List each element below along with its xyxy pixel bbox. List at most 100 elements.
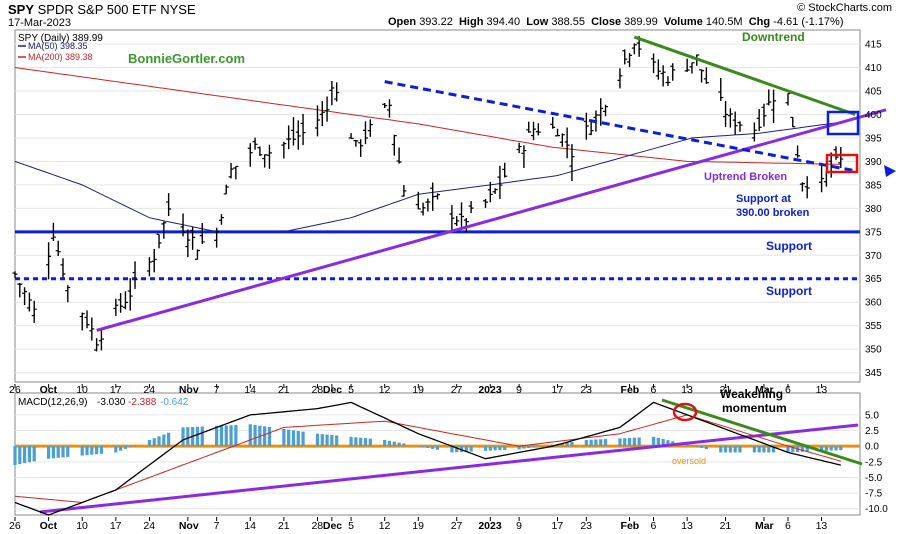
macd-histogram-bar	[90, 446, 94, 455]
macd-histogram-bar	[522, 446, 526, 449]
macd-legend-signal: -2.388	[128, 397, 157, 408]
macd-histogram-bar	[18, 446, 22, 465]
x-tick-label: Nov	[179, 520, 199, 532]
ohlc-bar	[262, 154, 268, 168]
ohlc-bar	[65, 285, 71, 303]
ohlc-bar	[17, 282, 23, 298]
brand-label: BonnieGortler.com	[128, 51, 245, 66]
macd-histogram-bar	[229, 425, 233, 447]
x-tick-label: 26	[9, 384, 21, 396]
macd-histogram-bar	[800, 446, 804, 452]
price-tick-label: 400	[865, 110, 882, 121]
ohlc-bar	[516, 142, 522, 154]
ohlc-bar	[12, 271, 18, 278]
ohlc-bar	[180, 213, 186, 237]
macd-tick-label: -7.5	[865, 489, 883, 500]
ohlc-bar	[430, 182, 436, 211]
ohlc-bar	[569, 144, 575, 181]
macd-histogram-bar	[397, 442, 401, 447]
ohlc-bar	[252, 137, 258, 150]
macd-histogram-bar	[435, 446, 440, 450]
ohlc-bar	[497, 165, 503, 199]
ohlc-bar	[319, 101, 325, 127]
x-tick-label: 12	[379, 520, 391, 532]
x-tick-label: Feb	[621, 520, 640, 532]
ohlc-bar	[819, 165, 825, 193]
x-tick-label: 21	[720, 384, 732, 396]
ohlc-bar	[286, 125, 292, 150]
x-tick-label: 24	[143, 384, 155, 396]
x-tick-label: 7	[214, 520, 220, 532]
ohlc-bar	[435, 193, 440, 200]
ohlc-bar	[295, 120, 301, 150]
ohlc-bar	[290, 117, 296, 146]
ohlc-bar	[386, 99, 392, 118]
macd-tick-label: -2.5	[865, 457, 883, 468]
ma50-line	[14, 121, 841, 233]
macd-histogram-bar	[296, 430, 300, 447]
ohlc-bar	[622, 49, 628, 65]
macd-histogram-bar	[152, 438, 156, 447]
macd-histogram-bar	[685, 444, 689, 447]
ohlc-bar	[718, 78, 724, 102]
macd-panel-frame	[14, 392, 861, 516]
ohlc-bar	[627, 53, 633, 67]
chart-date: 17-Mar-2023	[8, 17, 71, 29]
macd-histogram-bar	[603, 439, 608, 447]
macd-histogram-bar	[186, 427, 190, 447]
x-tick-label: 6	[651, 520, 657, 532]
macd-legend-macd: -3.030	[97, 397, 126, 408]
volume-label: Volume	[663, 16, 703, 28]
ohlc-bar	[113, 298, 119, 316]
downtrend-label: Downtrend	[742, 30, 805, 44]
x-tick-label: 2023	[478, 520, 502, 532]
ohlc-bar	[166, 193, 172, 217]
x-tick-label: 21	[278, 520, 290, 532]
ohlc-bar	[31, 300, 37, 323]
high-label: High	[458, 16, 484, 28]
macd-histogram-bar	[27, 446, 32, 463]
ohlc-bar	[737, 121, 743, 132]
macd-histogram-bar	[133, 445, 137, 447]
macd-histogram-bar	[757, 446, 761, 453]
macd-histogram-bar	[421, 446, 425, 448]
uptrend-line	[96, 108, 887, 332]
ohlc-bar	[46, 242, 52, 280]
price-tick-label: 350	[865, 345, 882, 356]
macd-histogram-bar	[632, 437, 636, 447]
momentum-label: momentum	[722, 401, 787, 415]
price-tick-label: 360	[865, 298, 882, 309]
ohlc-bar	[415, 191, 421, 210]
ohlc-bar	[804, 176, 810, 199]
ohlc-bar	[247, 143, 253, 167]
macd-histogram-bar	[426, 446, 430, 448]
ohlc-bar	[699, 69, 705, 83]
price-tick-label: 380	[865, 204, 882, 215]
macd-histogram-bar	[23, 446, 27, 464]
ohlc-bar	[156, 233, 162, 249]
legend-ma50: MA(50) 398.35	[28, 41, 88, 51]
ohlc-bar	[367, 119, 373, 137]
price-tick-label: 415	[865, 40, 882, 51]
ohlc-bar	[727, 108, 733, 128]
macd-histogram-bar	[248, 424, 252, 447]
macd-histogram-bar	[349, 436, 353, 447]
price-tick-label: 375	[865, 227, 882, 238]
macd-histogram-bar	[752, 446, 756, 453]
macd-histogram-bar	[66, 446, 70, 457]
macd-histogram-bar	[315, 433, 320, 447]
macd-histogram-bar	[147, 439, 152, 447]
ohlc-bar	[598, 98, 604, 126]
x-tick-label: 13	[681, 520, 693, 532]
open-value: 393.22	[419, 16, 453, 28]
downtrend-line	[633, 35, 856, 116]
price-tick-label: 390	[865, 157, 882, 168]
ohlc-bar	[785, 92, 791, 106]
ma50-highlight-box	[826, 110, 860, 136]
macd-histogram-bar	[95, 446, 99, 455]
x-tick-label: 13	[816, 384, 828, 396]
macd-histogram-bar	[301, 431, 305, 447]
ohlc-bar	[463, 218, 469, 233]
macd-histogram-bar	[594, 439, 598, 447]
